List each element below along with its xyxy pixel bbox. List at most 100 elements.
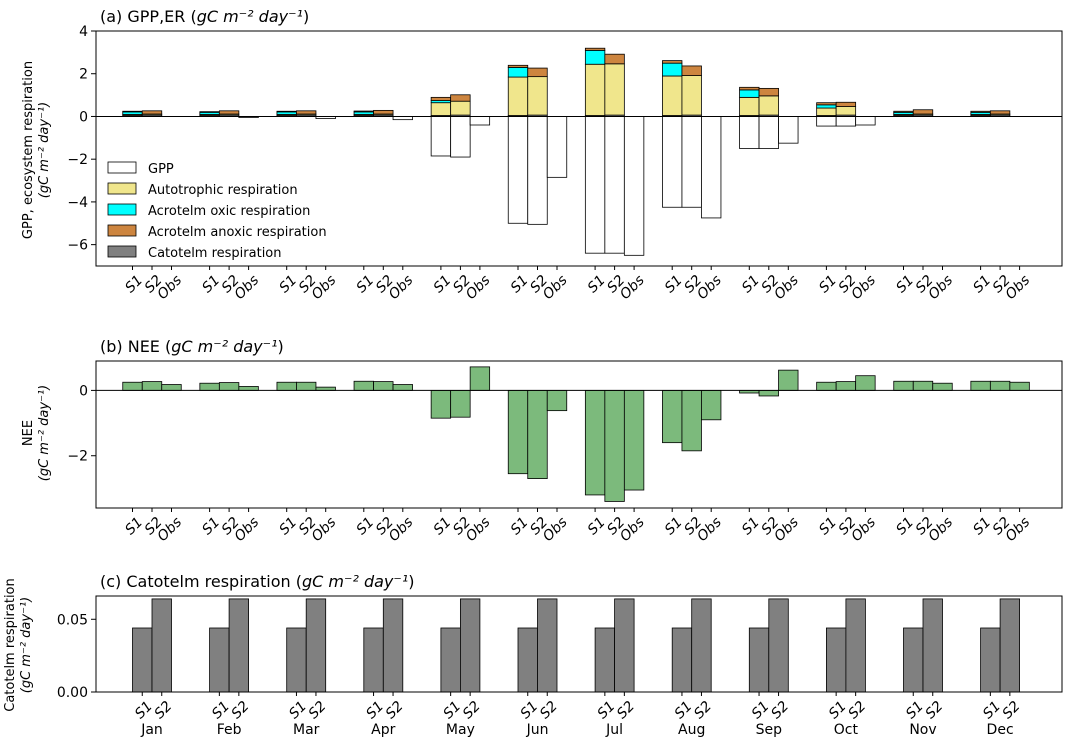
legend-swatch	[107, 161, 137, 174]
x-tick-label: S2	[306, 698, 330, 722]
bar-catotelm	[517, 627, 538, 693]
month-label: May	[446, 722, 475, 738]
bar-anoxic	[758, 87, 779, 97]
bar-nee	[373, 381, 394, 391]
month-label: Jul	[605, 722, 623, 738]
y-axis-label: GPP, ecosystem respiration (gC m⁻² day⁻¹)	[21, 61, 52, 239]
bar-nee	[989, 380, 1011, 391]
bar-autotrophic	[758, 95, 779, 116]
x-tick-label: Obs	[926, 272, 957, 303]
x-tick-label: Obs	[155, 272, 186, 303]
bar-anoxic	[970, 110, 991, 113]
x-tick-label: Obs	[463, 514, 494, 545]
bar-anoxic	[296, 110, 317, 115]
bar-autotrophic	[681, 75, 702, 116]
legend-swatch	[107, 245, 137, 258]
bar-gpp-obs	[546, 116, 568, 178]
x-tick-label: Obs	[232, 272, 263, 303]
bar-autotrophic	[835, 106, 857, 116]
bar-catotelm	[305, 598, 327, 693]
x-tick-label: Obs	[540, 272, 571, 303]
x-tick-label: S2	[537, 698, 561, 722]
bar-gpp	[507, 116, 529, 224]
bar-catotelm	[209, 627, 230, 693]
bar-nee	[1009, 381, 1030, 391]
x-tick-label: S2	[614, 698, 638, 722]
bar-gpp	[584, 116, 606, 254]
bar-nee	[507, 389, 529, 475]
x-tick-label: S2	[460, 698, 484, 722]
legend-label: Acrotelm oxic respiration	[148, 204, 310, 219]
month-label: Mar	[293, 722, 320, 738]
bar-oxic	[584, 49, 606, 65]
bar-catotelm	[980, 627, 1001, 693]
bar-anoxic	[584, 47, 606, 51]
bar-anoxic	[430, 96, 452, 101]
bar-nee	[276, 381, 297, 391]
panel-title: (b) NEE (gC m⁻² day⁻¹)	[100, 337, 284, 356]
bar-nee	[970, 380, 991, 391]
bar-oxic	[739, 89, 760, 98]
bar-autotrophic	[527, 76, 548, 116]
bar-nee	[238, 386, 259, 391]
x-tick-label: S2	[229, 698, 253, 722]
x-tick-label: Obs	[771, 272, 802, 303]
bar-anoxic	[507, 64, 529, 68]
y-tick-label: 0.00	[57, 685, 88, 701]
bar-catotelm	[845, 598, 866, 693]
legend-swatch	[107, 224, 137, 237]
bar-anoxic	[989, 110, 1011, 115]
x-tick-label: Obs	[617, 514, 648, 545]
bar-gpp	[662, 116, 683, 208]
y-tick-label: −6	[67, 238, 88, 254]
bar-nee	[681, 389, 702, 452]
bar-catotelm	[286, 627, 307, 693]
x-tick-label: S2	[383, 698, 407, 722]
bar-catotelm	[671, 627, 693, 693]
bar-anoxic	[739, 86, 760, 91]
bar-nee	[701, 389, 722, 421]
y-tick-label: 0	[79, 109, 88, 125]
x-tick-label: S2	[691, 698, 715, 722]
x-tick-label: Obs	[771, 514, 802, 545]
bar-gpp	[758, 116, 779, 149]
bar-anoxic	[450, 94, 471, 102]
panel-title: (a) GPP,ER (gC m⁻² day⁻¹)	[100, 7, 309, 26]
y-tick-label: 4	[79, 24, 88, 40]
x-tick-label: Obs	[1003, 514, 1034, 545]
bar-nee	[835, 381, 857, 391]
bar-anoxic	[353, 110, 374, 113]
bar-nee	[604, 389, 625, 502]
legend: GPP Autotrophic respiration Acrotelm oxic …	[107, 161, 327, 261]
bar-catotelm	[363, 627, 384, 693]
bar-nee	[296, 381, 317, 391]
bar-anoxic	[527, 67, 548, 78]
bar-nee	[122, 381, 143, 391]
bar-catotelm	[614, 598, 635, 693]
month-label: Apr	[371, 722, 395, 738]
x-tick-label: S2	[845, 698, 869, 722]
bar-anoxic	[816, 102, 837, 106]
bar-nee	[816, 381, 837, 391]
bar-autotrophic	[584, 63, 606, 116]
svg-text:NEE: NEE	[21, 420, 36, 446]
month-label: Feb	[217, 722, 242, 738]
bar-nee	[546, 389, 568, 412]
bar-nee	[218, 382, 240, 391]
bar-anoxic	[662, 60, 683, 64]
bar-nee	[199, 382, 220, 391]
y-tick-label: −4	[67, 195, 88, 211]
bar-nee	[758, 389, 779, 397]
month-label: Nov	[909, 722, 936, 738]
bar-gpp	[430, 116, 452, 157]
bar-nee	[141, 381, 163, 391]
bar-catotelm	[459, 598, 481, 693]
x-tick-label: Obs	[232, 514, 263, 545]
bar-gpp-obs	[778, 116, 799, 144]
axes-frame	[95, 30, 1063, 267]
bar-autotrophic	[450, 100, 471, 116]
bar-nee	[855, 375, 876, 391]
bar-gpp	[739, 116, 760, 149]
svg-text:Catotelm respiration: Catotelm respiration	[3, 578, 18, 712]
